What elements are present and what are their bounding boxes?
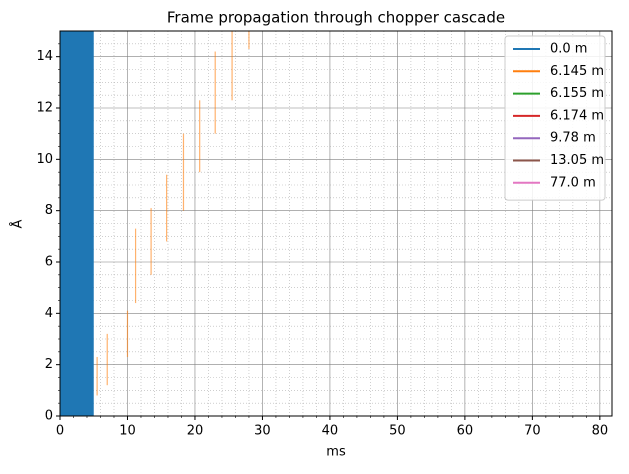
y-tick-label: 4 [45, 306, 53, 321]
y-tick-label: 0 [45, 409, 53, 424]
y-tick-label: 14 [36, 49, 53, 64]
x-tick-label: 40 [322, 424, 339, 439]
y-tick-label: 2 [45, 357, 53, 372]
legend-label: 9.78 m [550, 131, 596, 146]
y-tick-label: 6 [45, 255, 53, 270]
legend-label: 0.0 m [550, 42, 587, 57]
x-tick-label: 60 [457, 424, 474, 439]
x-tick-label: 10 [119, 424, 136, 439]
frame-region [60, 31, 94, 416]
x-tick-label: 20 [187, 424, 204, 439]
plot-frame [59, 30, 613, 417]
legend-label: 77.0 m [550, 175, 596, 190]
y-tick-label: 8 [45, 203, 53, 218]
x-tick-label: 30 [254, 424, 271, 439]
legend-label: 6.174 m [550, 108, 604, 123]
x-tick-label: 80 [592, 424, 609, 439]
x-tick-label: 0 [56, 424, 64, 439]
legend-box [504, 35, 606, 201]
x-tick-label: 50 [389, 424, 406, 439]
legend-label: 6.155 m [550, 86, 604, 101]
chart-title: Frame propagation through chopper cascad… [167, 9, 505, 27]
y-axis-label: Å [10, 219, 26, 228]
x-tick-label: 70 [524, 424, 541, 439]
y-tick-label: 12 [36, 101, 53, 116]
x-axis-label: ms [326, 445, 346, 460]
legend-label: 6.145 m [550, 64, 604, 79]
legend-label: 13.05 m [550, 153, 604, 168]
y-tick-label: 10 [36, 152, 53, 167]
